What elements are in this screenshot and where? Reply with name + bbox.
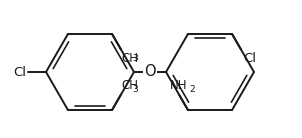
Text: CH: CH	[121, 52, 138, 66]
Text: CH: CH	[121, 79, 138, 91]
Text: Cl: Cl	[13, 66, 26, 79]
Text: 3: 3	[132, 84, 138, 94]
Text: 2: 2	[189, 84, 194, 94]
Text: O: O	[144, 64, 156, 79]
Text: Cl: Cl	[243, 52, 256, 66]
Text: 3: 3	[132, 55, 138, 63]
Text: NH: NH	[170, 79, 188, 91]
